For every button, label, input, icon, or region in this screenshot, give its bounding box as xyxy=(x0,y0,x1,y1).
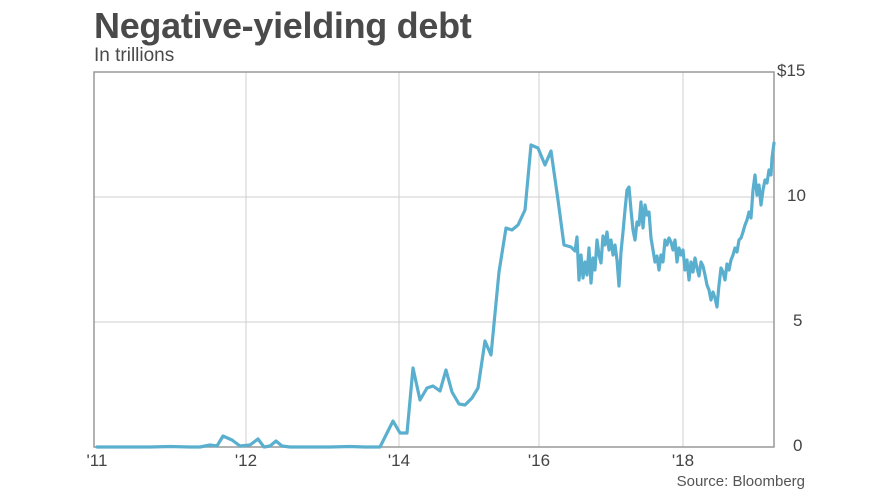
y-tick-label: 5 xyxy=(793,311,803,330)
x-tick-label: '12 xyxy=(234,451,258,470)
x-tick-label: '11 xyxy=(86,451,108,470)
plot-frame xyxy=(93,71,775,448)
data-line xyxy=(95,141,776,449)
chart-title: Negative-yielding debt xyxy=(94,5,472,46)
gridlines xyxy=(94,72,774,447)
chart-subtitle: In trillions xyxy=(94,45,175,66)
x-tick-label: '16 xyxy=(527,451,551,470)
source-note: Source: Bloomberg xyxy=(676,473,805,490)
x-tick-label: '14 xyxy=(387,451,411,470)
x-tick-label: '18 xyxy=(671,451,695,470)
y-tick-label: 10 xyxy=(787,186,806,205)
y-tick-label: $15 xyxy=(777,61,806,80)
y-tick-label: 0 xyxy=(793,436,803,455)
